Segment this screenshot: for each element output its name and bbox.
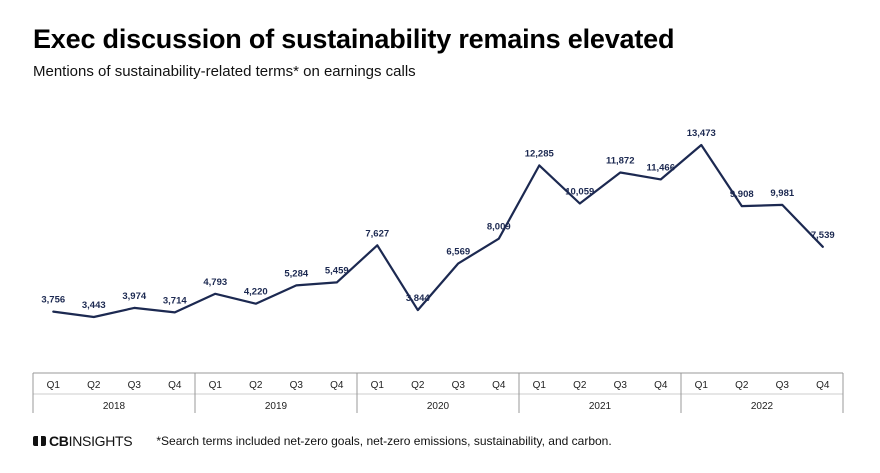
chart-subtitle: Mentions of sustainability-related terms… xyxy=(33,63,416,80)
x-axis: Q1 Q2 Q3 Q4 Q1 Q2 Q3 Q4 Q1 Q2 Q3 Q4 Q1 Q2 Q3 Q4 Q1 Q2 Q3 Q4… xyxy=(32,372,844,413)
x-tick-label-quarter: Q4 xyxy=(654,380,668,391)
data-labels: 3,756 3,443 3,974 3,714 4,793 4,220 5,284 5,459… xyxy=(41,128,834,311)
x-tick-label-quarter: Q4 xyxy=(168,380,182,391)
data-label: 5,284 xyxy=(284,268,308,279)
x-tick-label-quarter: Q1 xyxy=(47,380,61,391)
x-tick-label-year: 2021 xyxy=(589,401,612,412)
x-tick-label-year: 2019 xyxy=(265,401,288,412)
data-label: 11,466 xyxy=(646,162,675,173)
x-tick-label-quarter: Q4 xyxy=(816,380,830,391)
data-label: 11,872 xyxy=(606,155,635,166)
x-tick-label-quarter: Q2 xyxy=(249,380,263,391)
data-label: 5,459 xyxy=(325,265,349,276)
x-tick-label-year: 2018 xyxy=(103,401,126,412)
chart-title: Exec discussion of sustainability remain… xyxy=(33,24,675,54)
footnote: *Search terms included net-zero goals, n… xyxy=(156,434,612,448)
data-label: 3,756 xyxy=(41,295,65,306)
x-tick-label-quarter: Q3 xyxy=(290,380,304,391)
data-label: 3,714 xyxy=(163,295,187,306)
data-label: 4,220 xyxy=(244,287,268,298)
x-tick-label-quarter: Q2 xyxy=(735,380,749,391)
cbinsights-logo-icon xyxy=(33,436,46,446)
data-label: 3,443 xyxy=(82,300,106,311)
data-label: 3,974 xyxy=(122,291,146,302)
data-label: 10,059 xyxy=(565,187,594,198)
logo-insights: INSIGHTS xyxy=(68,433,133,449)
x-tick-label-quarter: Q3 xyxy=(452,380,466,391)
footer: CB INSIGHTS *Search terms included net-ze… xyxy=(33,433,612,449)
data-label: 7,539 xyxy=(811,230,835,241)
data-label: 4,793 xyxy=(203,277,227,288)
series-line xyxy=(52,143,824,319)
x-tick-label-quarter: Q4 xyxy=(330,380,344,391)
logo-cb: CB xyxy=(49,433,69,449)
x-tick-label-quarter: Q2 xyxy=(573,380,587,391)
x-tick-label-quarter: Q4 xyxy=(492,380,506,391)
data-label: 7,627 xyxy=(365,228,389,239)
data-label: 9,908 xyxy=(730,189,754,200)
x-tick-label-quarter: Q3 xyxy=(614,380,628,391)
x-tick-label-year: 2020 xyxy=(427,401,450,412)
x-tick-label-quarter: Q1 xyxy=(533,380,547,391)
data-label: 6,569 xyxy=(446,246,470,257)
x-tick-label-quarter: Q3 xyxy=(128,380,142,391)
series-line-layer xyxy=(52,143,824,319)
data-label: 8,009 xyxy=(487,222,511,233)
data-label: 13,473 xyxy=(687,128,716,139)
x-tick-label-quarter: Q3 xyxy=(776,380,790,391)
x-tick-label-quarter: Q1 xyxy=(695,380,709,391)
x-tick-label-year: 2022 xyxy=(751,401,774,412)
data-label: 9,981 xyxy=(770,188,794,199)
data-label: 12,285 xyxy=(525,148,555,159)
x-tick-label-quarter: Q2 xyxy=(87,380,101,391)
x-tick-label-quarter: Q1 xyxy=(371,380,385,391)
data-label: 3,844 xyxy=(406,293,430,304)
cbinsights-logo: CB INSIGHTS xyxy=(33,433,133,449)
x-tick-label-quarter: Q2 xyxy=(411,380,425,391)
x-tick-label-quarter: Q1 xyxy=(209,380,223,391)
